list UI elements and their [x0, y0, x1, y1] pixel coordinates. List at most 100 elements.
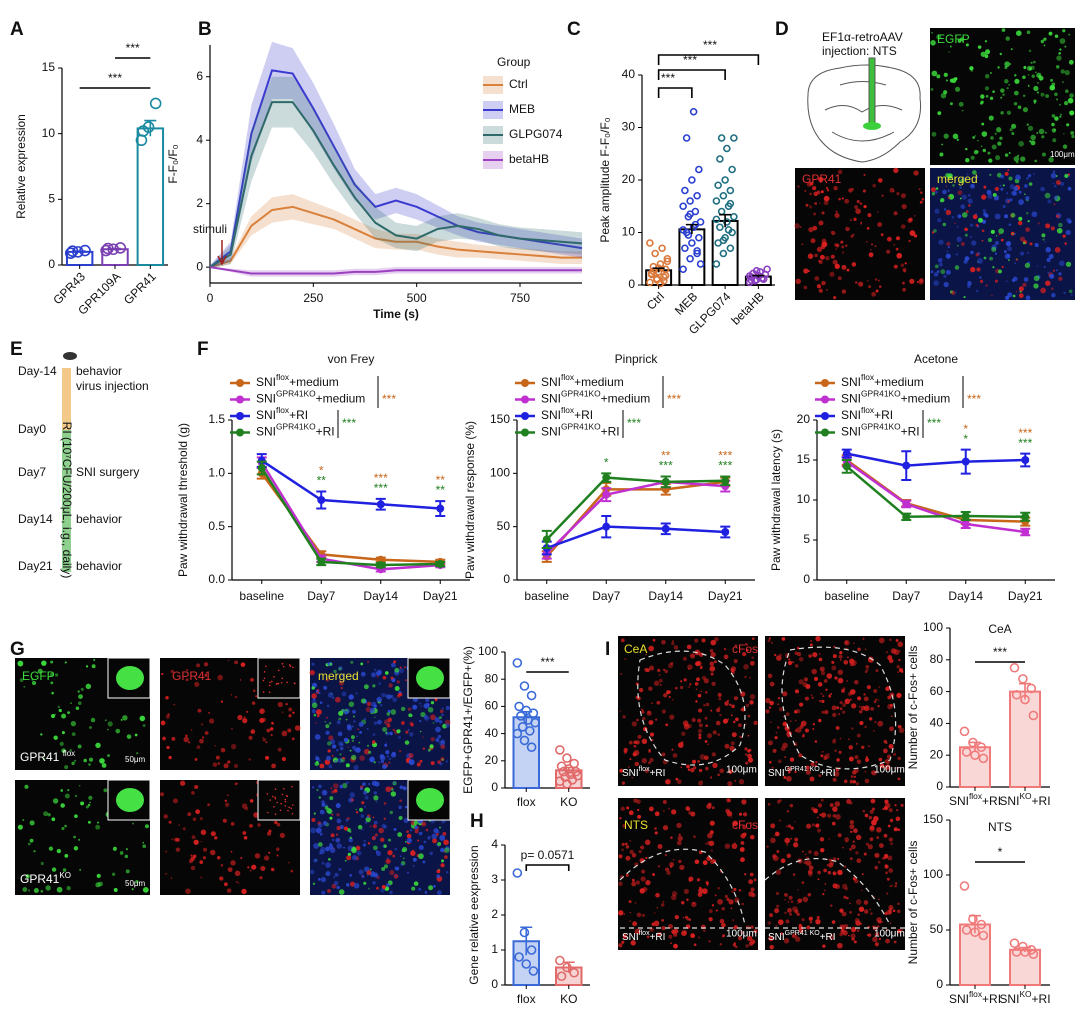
cell — [669, 714, 675, 720]
cell — [960, 178, 965, 184]
cell — [1017, 154, 1020, 157]
cell — [777, 919, 784, 925]
cell — [870, 798, 876, 804]
y-tick-label: 100 — [923, 867, 943, 881]
cell — [185, 888, 191, 894]
cell — [239, 679, 242, 681]
cell — [849, 910, 853, 914]
cell — [219, 876, 224, 881]
cell — [223, 763, 229, 769]
cell — [707, 840, 712, 846]
cell — [51, 691, 54, 695]
cell — [781, 637, 786, 641]
cell — [846, 680, 849, 682]
cell — [1029, 140, 1032, 143]
cell — [782, 742, 788, 749]
cell — [991, 246, 997, 252]
cell — [1059, 115, 1062, 118]
cell — [797, 185, 800, 188]
cell — [443, 839, 449, 846]
cell — [369, 707, 375, 714]
cell — [886, 877, 890, 881]
cell — [271, 721, 274, 725]
cell — [992, 266, 995, 269]
inset-dot — [276, 801, 278, 804]
data-point — [562, 962, 572, 973]
cell — [717, 733, 721, 736]
cell — [829, 803, 834, 808]
cell — [712, 730, 717, 735]
cell — [373, 761, 376, 764]
cell — [713, 660, 717, 664]
micrograph-background — [930, 28, 1075, 165]
cell — [833, 186, 838, 191]
cell — [795, 278, 801, 285]
cell — [373, 820, 378, 825]
y-tick-label: 30 — [622, 120, 636, 134]
cell — [371, 836, 376, 841]
inset-dot — [292, 804, 294, 806]
cell — [886, 236, 892, 242]
cell — [937, 218, 942, 223]
cell — [818, 653, 821, 655]
cell — [628, 900, 632, 904]
cell — [1067, 173, 1071, 176]
cell — [730, 668, 735, 673]
cell — [335, 803, 341, 809]
cell — [697, 936, 700, 939]
cell — [774, 831, 780, 837]
cell — [374, 833, 378, 837]
cell — [822, 944, 826, 948]
legend-label: GLPG074 — [509, 127, 563, 141]
cell — [1014, 188, 1018, 192]
cell — [864, 725, 867, 729]
cell — [409, 829, 413, 832]
cell — [841, 197, 844, 200]
error-bar — [520, 926, 533, 956]
cell — [328, 735, 334, 741]
inset-dot — [291, 812, 294, 815]
cell — [392, 728, 395, 732]
cell — [1046, 257, 1051, 262]
cell — [863, 852, 867, 856]
cell — [961, 212, 968, 218]
inset-dot — [286, 795, 289, 798]
cell — [786, 825, 788, 828]
cell — [430, 737, 435, 742]
cell — [420, 705, 423, 707]
cell — [78, 838, 81, 841]
x-tick-label: Day14 — [648, 589, 683, 603]
cell — [269, 727, 274, 731]
cell — [1015, 30, 1022, 36]
data-point — [686, 197, 694, 205]
data-point — [137, 125, 150, 137]
cell — [886, 892, 889, 895]
cell — [803, 268, 809, 274]
cell — [769, 700, 774, 706]
cell — [799, 702, 804, 707]
inset-dot — [291, 785, 293, 788]
cell — [62, 868, 67, 872]
data-point — [961, 925, 972, 935]
cell — [896, 252, 903, 259]
cell — [699, 754, 706, 760]
cell — [202, 847, 208, 852]
cell — [806, 925, 811, 930]
cell — [885, 938, 890, 944]
cell — [87, 803, 91, 807]
cell — [834, 801, 841, 807]
cell — [967, 284, 971, 288]
cell — [814, 202, 818, 205]
cell — [857, 913, 860, 916]
cell — [863, 705, 870, 712]
cell — [653, 680, 660, 687]
cell — [411, 849, 415, 853]
cell — [649, 757, 654, 762]
cell — [869, 837, 874, 842]
cell — [696, 677, 700, 682]
cell — [837, 833, 842, 838]
cell — [316, 788, 319, 792]
cell — [858, 281, 864, 287]
cell — [217, 674, 223, 681]
